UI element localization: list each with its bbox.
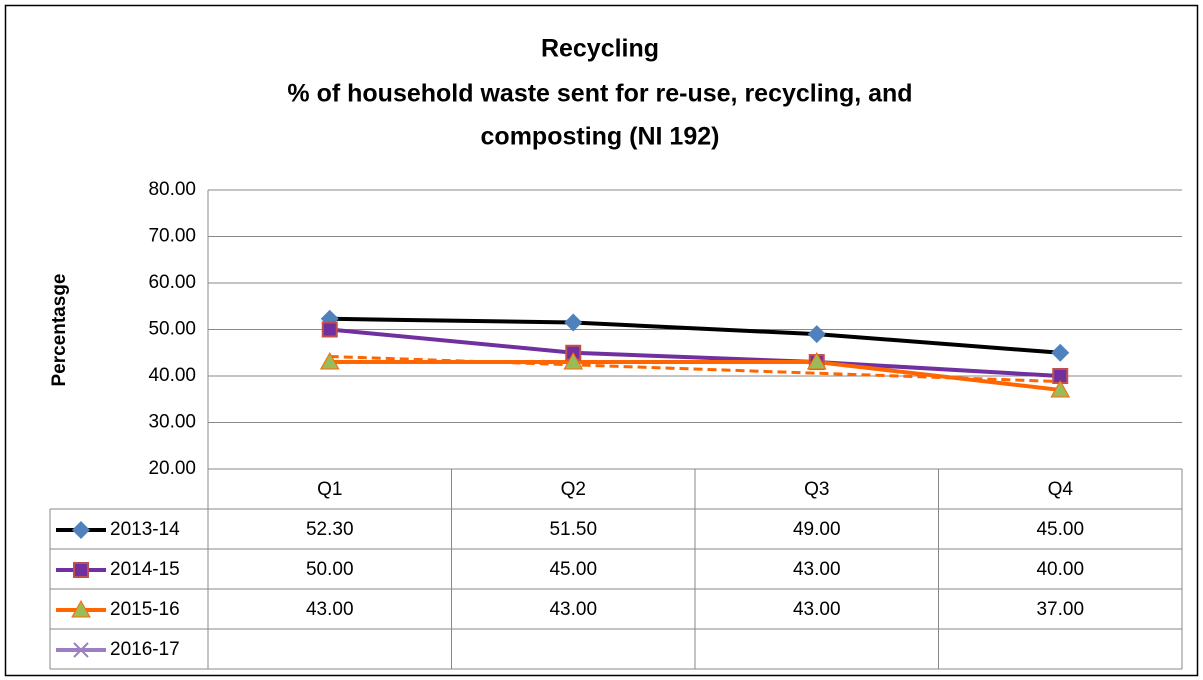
x-tick-label: Q4 [1048,479,1074,500]
marker [564,313,583,332]
legend-label: 2013-14 [110,519,180,540]
data-label: 49.00 [793,519,841,540]
marker [1050,379,1071,398]
chart-title: Recycling [541,35,659,63]
data-label: 40.00 [1036,559,1084,580]
marker [1051,343,1070,362]
data-label: 45.00 [1036,519,1084,540]
chart-title: % of household waste sent for re-use, re… [287,80,912,108]
marker [72,521,90,539]
data-label: 52.30 [306,519,354,540]
data-label: 51.50 [549,519,597,540]
marker [563,352,584,370]
x-tick-label: Q2 [561,479,586,500]
x-tick-label: Q1 [317,479,342,500]
y-tick-label: 20.00 [148,458,196,479]
y-tick-label: 60.00 [148,272,196,293]
legend-label: 2016-17 [110,639,180,660]
y-tick-label: 50.00 [148,319,196,340]
data-label: 43.00 [306,599,354,620]
y-tick-label: 30.00 [148,412,196,433]
marker [73,562,89,578]
data-label: 45.00 [549,559,597,580]
chart-title: composting (NI 192) [481,123,720,151]
marker [321,321,338,338]
data-label: 43.00 [793,599,841,620]
marker [319,352,340,370]
data-label: 43.00 [549,599,597,620]
marker [806,352,827,370]
y-tick-label: 40.00 [148,365,196,386]
data-label: 43.00 [793,559,841,580]
legend-label: 2014-15 [110,559,180,580]
legend-label: 2015-16 [110,599,180,620]
series-line [329,327,1061,378]
x-tick-label: Q3 [804,479,829,500]
series-line [329,316,1061,355]
chart-border [4,4,1199,677]
y-axis-label: Percentasge [49,273,70,386]
data-label: 50.00 [306,559,354,580]
data-label: 37.00 [1036,599,1084,620]
trendline [329,354,1061,384]
marker [71,599,91,618]
marker [807,325,826,344]
marker [73,642,89,658]
y-tick-label: 80.00 [148,179,196,200]
y-tick-label: 70.00 [148,226,196,247]
